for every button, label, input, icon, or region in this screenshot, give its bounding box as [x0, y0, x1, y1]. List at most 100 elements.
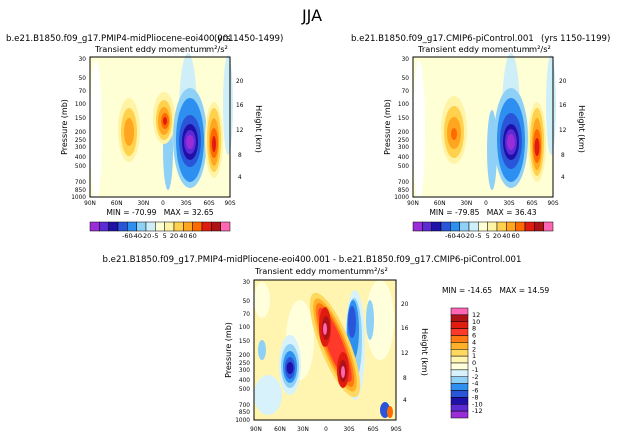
colorbar-panel-3-swatch	[450, 321, 469, 329]
panel-1-case-title: b.e21.B1850.f09_g17.PMIP4-midPliocene-eo…	[6, 34, 234, 44]
colorbar-panel-2-swatch	[524, 221, 535, 232]
panel-3-x-tick: 0	[324, 427, 328, 433]
colorbar-panel-3-label: 0	[472, 359, 476, 367]
panel-1-y-tick: 100	[75, 102, 86, 108]
panel-3-y-tick: 70	[243, 312, 251, 318]
colorbar-panel-2-label: -60	[445, 232, 456, 240]
colorbar-panel-3-label: -1	[472, 366, 478, 374]
colorbar-panel-3-swatch	[450, 410, 469, 419]
panel-2-y-tick: 70	[402, 89, 410, 95]
colorbar-panel-3-swatch	[450, 342, 469, 350]
panel-2-units: m²/s²	[529, 44, 551, 54]
colorbar-panel-3-swatch	[450, 314, 469, 322]
panel-3-x-tick: 30S	[343, 427, 354, 433]
panel-2-y2-tick: 20	[559, 79, 567, 85]
colorbar-panel-2: -60-40-20 -5 5 20 40 60	[412, 221, 554, 240]
colorbar-panel-1-label: -5	[152, 232, 158, 240]
panel-3-y2-ticks: 20 16 12 8 4	[401, 302, 409, 404]
panel-2-x-tick: 60S	[526, 201, 537, 207]
panel-2-y-tick: 400	[398, 155, 409, 161]
panel-2-y-label: Pressure (mb)	[383, 99, 392, 155]
panel-1-y-tick: 50	[79, 76, 87, 82]
panel-2-x-tick: 90N	[407, 201, 419, 207]
panel-3-plot	[253, 279, 397, 421]
panel-2-y2-tick: 8	[561, 153, 565, 159]
colorbar-panel-1-swatch	[164, 221, 175, 232]
panel-1: b.e21.B1850.f09_g17.PMIP4-midPliocene-eo…	[6, 34, 283, 217]
colorbar-panel-2-label: -40	[454, 232, 465, 240]
colorbar-panel-2-swatch	[534, 221, 544, 232]
panel-3-y-label: Pressure (mb)	[224, 322, 233, 378]
colorbar-panel-2-label: 40	[502, 232, 510, 240]
panel-1-plot	[89, 53, 233, 200]
colorbar-panel-3-label: -12	[472, 407, 483, 415]
colorbar-panel-3-label: 2	[472, 345, 476, 353]
panel-1-y2-label: Height (km)	[254, 105, 263, 153]
panel-2-y-tick: 30	[402, 57, 410, 63]
panel-2-years: (yrs 1150-1199)	[541, 34, 610, 44]
colorbar-panel-1-swatch	[136, 221, 147, 232]
colorbar-panel-2-swatch	[459, 221, 470, 232]
panel-3-stats: MIN = -14.65 MAX = 14.59	[442, 286, 549, 295]
panel-1-x-tick: 0	[161, 201, 165, 207]
panel-3-y-tick: 400	[239, 378, 250, 384]
colorbar-panel-3-label: 12	[472, 311, 480, 319]
colorbar-panel-2-swatch	[440, 221, 451, 232]
colorbar-panel-3-label: -10	[472, 400, 483, 408]
panel-1-x-tick: 60S	[203, 201, 214, 207]
panel-3-y2-tick: 16	[401, 326, 409, 332]
colorbar-panel-3-swatch	[450, 390, 469, 398]
panel-2-y-tick: 700	[398, 180, 409, 186]
colorbar-panel-3-label: -4	[472, 380, 478, 388]
colorbar-panel-1-label: 5	[163, 232, 167, 240]
panel-1-x-ticks: 90N 60N 30N 0 30S 60S 90S	[84, 201, 236, 207]
panel-1-y-ticks: 30 50 70 100 150 200 250 300 400 500 700…	[71, 57, 86, 201]
panel-1-y2-tick: 16	[236, 103, 244, 109]
colorbar-panel-2-swatch	[431, 221, 442, 232]
colorbar-panel-3-label: 8	[472, 325, 476, 333]
panel-1-y-tick: 200	[75, 130, 86, 136]
panel-3-y2-tick: 4	[403, 398, 407, 404]
panel-3-y-tick: 1000	[235, 418, 250, 424]
colorbar-panel-3-swatch	[450, 404, 469, 412]
panel-3-y2-label: Height (km)	[420, 328, 429, 376]
colorbar-panel-1-label: 40	[179, 232, 187, 240]
panel-1-units: m²/s²	[206, 44, 228, 54]
panel-1-y-tick: 250	[75, 138, 86, 144]
colorbar-panel-1-swatch	[173, 221, 184, 232]
colorbar-panel-3-swatch	[450, 369, 469, 377]
colorbar-panel-3-label: -8	[472, 393, 478, 401]
panel-1-x-tick: 30N	[137, 201, 149, 207]
colorbar-panel-1-swatch	[89, 221, 100, 232]
colorbar-panel-3-label: -6	[472, 387, 478, 395]
panel-1-y-tick: 850	[75, 188, 86, 194]
colorbar-panel-3-swatch	[450, 397, 469, 405]
colorbar-panel-1-swatch	[192, 221, 203, 232]
panel-2-y-tick: 500	[398, 164, 409, 170]
panel-3-units: m²/s²	[366, 266, 388, 276]
colorbar-panel-1-label: -40	[131, 232, 142, 240]
panel-2: b.e21.B1850.f09_g17.CMIP6-piControl.001 …	[351, 34, 610, 217]
panel-1-y-tick: 300	[75, 145, 86, 151]
colorbar-panel-2-label: 60	[512, 232, 520, 240]
panel-1-y-tick: 1000	[71, 195, 86, 201]
panel-1-years: (yrs 1450-1499)	[214, 34, 283, 44]
panel-2-y-tick: 1000	[394, 195, 409, 201]
colorbar-panel-2-swatch	[515, 221, 526, 232]
panel-3-y-tick: 150	[239, 339, 250, 345]
colorbar-panel-1-swatch	[201, 221, 212, 232]
panel-3-x-tick: 90N	[250, 427, 262, 433]
panel-3-x-tick: 60N	[274, 427, 286, 433]
colorbar-panel-1-swatch	[127, 221, 137, 232]
colorbar-panel-1-label: 20	[170, 232, 178, 240]
colorbar-panel-2-label: -5	[475, 232, 481, 240]
panel-1-stats: MIN = -70.99 MAX = 32.65	[106, 208, 213, 217]
panel-1-y-label: Pressure (mb)	[60, 99, 69, 155]
panel-3-plot-title: Transient eddy momentum	[254, 266, 367, 276]
colorbar-panel-2-label: -20	[464, 232, 475, 240]
panel-2-y-tick: 850	[398, 188, 409, 194]
colorbar-panel-1-swatch	[99, 221, 109, 232]
colorbar-panel-3-label: 1	[472, 352, 476, 360]
panel-3-y-tick: 50	[243, 299, 251, 305]
